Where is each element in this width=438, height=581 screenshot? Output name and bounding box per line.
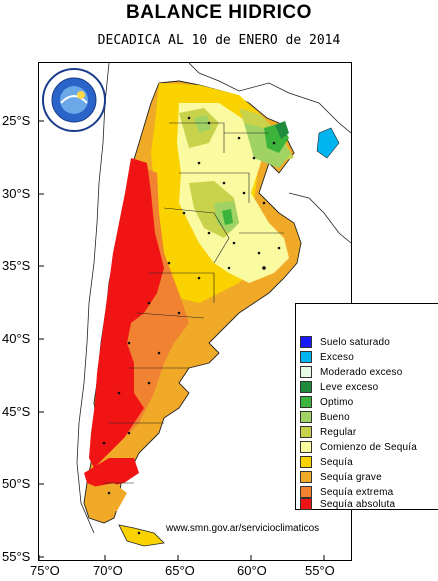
legend-swatch bbox=[300, 426, 312, 438]
province-borders bbox=[104, 122, 284, 484]
northern-border-line bbox=[188, 63, 351, 134]
uruguay-border-line bbox=[288, 192, 351, 244]
legend-label: Leve exceso bbox=[320, 381, 379, 393]
legend-item-regular: Regular bbox=[300, 425, 356, 439]
legend-item-moderado-exceso: Moderado exceso bbox=[300, 365, 403, 379]
legend-label: Bueno bbox=[320, 411, 350, 423]
legend-label: Regular bbox=[320, 426, 357, 438]
chile-coast-line bbox=[76, 63, 110, 534]
lon-label-65: 65°O bbox=[165, 563, 195, 578]
legend-swatch bbox=[300, 411, 312, 423]
lat-label-40: 40°S bbox=[2, 331, 31, 346]
smn-logo-icon bbox=[42, 68, 106, 132]
map-title: BALANCE HIDRICO bbox=[126, 2, 312, 23]
map-panel bbox=[38, 62, 352, 561]
legend-item-comienzo-sequia: Comienzo de Sequía bbox=[300, 440, 417, 454]
lat-label-25: 25°S bbox=[2, 113, 31, 128]
legend-label: Suelo saturado bbox=[320, 336, 391, 348]
zone-bueno-north bbox=[194, 115, 211, 133]
lon-label-55: 55°O bbox=[305, 563, 335, 578]
lat-label-55: 55°S bbox=[2, 549, 31, 564]
legend-swatch bbox=[300, 486, 312, 498]
source-url: www.smn.gov.ar/servicioclimaticos bbox=[166, 523, 320, 534]
legend-label: Sequía extrema bbox=[320, 486, 394, 498]
station-dots bbox=[102, 116, 281, 535]
zone-leve-exceso bbox=[275, 121, 289, 139]
legend-item-sequia-extrema: Sequía extrema bbox=[300, 485, 393, 499]
legend-label: Sequía bbox=[320, 456, 353, 468]
legend-swatch bbox=[300, 396, 312, 408]
legend-swatch bbox=[300, 498, 312, 510]
legend-label: Sequía grave bbox=[320, 471, 382, 483]
legend-swatch bbox=[300, 381, 312, 393]
lat-label-35: 35°S bbox=[2, 258, 31, 273]
legend-item-optimo: Optimo bbox=[300, 395, 353, 409]
legend-item-bueno: Bueno bbox=[300, 410, 350, 424]
lat-label-45: 45°S bbox=[2, 404, 31, 419]
legend-label: Sequía absoluta bbox=[320, 498, 396, 510]
legend: Suelo saturado Exceso Moderado exceso Le… bbox=[295, 303, 438, 510]
zone-exceso bbox=[316, 127, 340, 159]
tierra-del-fuego bbox=[118, 524, 165, 547]
lon-label-60: 60°O bbox=[237, 563, 267, 578]
legend-swatch bbox=[300, 351, 312, 363]
legend-swatch bbox=[300, 441, 312, 453]
zone-sequia-absoluta bbox=[89, 158, 164, 468]
legend-item-sequia: Sequía bbox=[300, 455, 353, 469]
argentina-water-balance-map bbox=[39, 63, 351, 560]
legend-label: Exceso bbox=[320, 351, 354, 363]
legend-item-sequia-absoluta: Sequía absoluta bbox=[300, 497, 395, 511]
lat-label-30: 30°S bbox=[2, 186, 31, 201]
lon-label-75: 75°O bbox=[30, 563, 60, 578]
lon-label-70: 70°O bbox=[93, 563, 123, 578]
legend-item-leve-exceso: Leve exceso bbox=[300, 380, 378, 394]
legend-swatch bbox=[300, 336, 312, 348]
zone-optimo-center bbox=[222, 209, 233, 225]
legend-item-sequia-grave: Sequía grave bbox=[300, 470, 382, 484]
zone-sequia-absoluta-south bbox=[84, 458, 139, 488]
legend-label: Moderado exceso bbox=[320, 366, 403, 378]
zone-sequia-grave-south bbox=[87, 483, 127, 515]
legend-label: Optimo bbox=[320, 396, 354, 408]
legend-swatch bbox=[300, 366, 312, 378]
map-subtitle: DECADICA AL 10 de ENERO de 2014 bbox=[97, 33, 341, 48]
axis-ticks bbox=[39, 120, 325, 560]
legend-label: Comienzo de Sequía bbox=[320, 441, 417, 453]
lat-label-50: 50°S bbox=[2, 476, 31, 491]
legend-swatch bbox=[300, 456, 312, 468]
legend-item-exceso: Exceso bbox=[300, 350, 354, 364]
legend-item-suelo-saturado: Suelo saturado bbox=[300, 335, 390, 349]
legend-swatch bbox=[300, 471, 312, 483]
